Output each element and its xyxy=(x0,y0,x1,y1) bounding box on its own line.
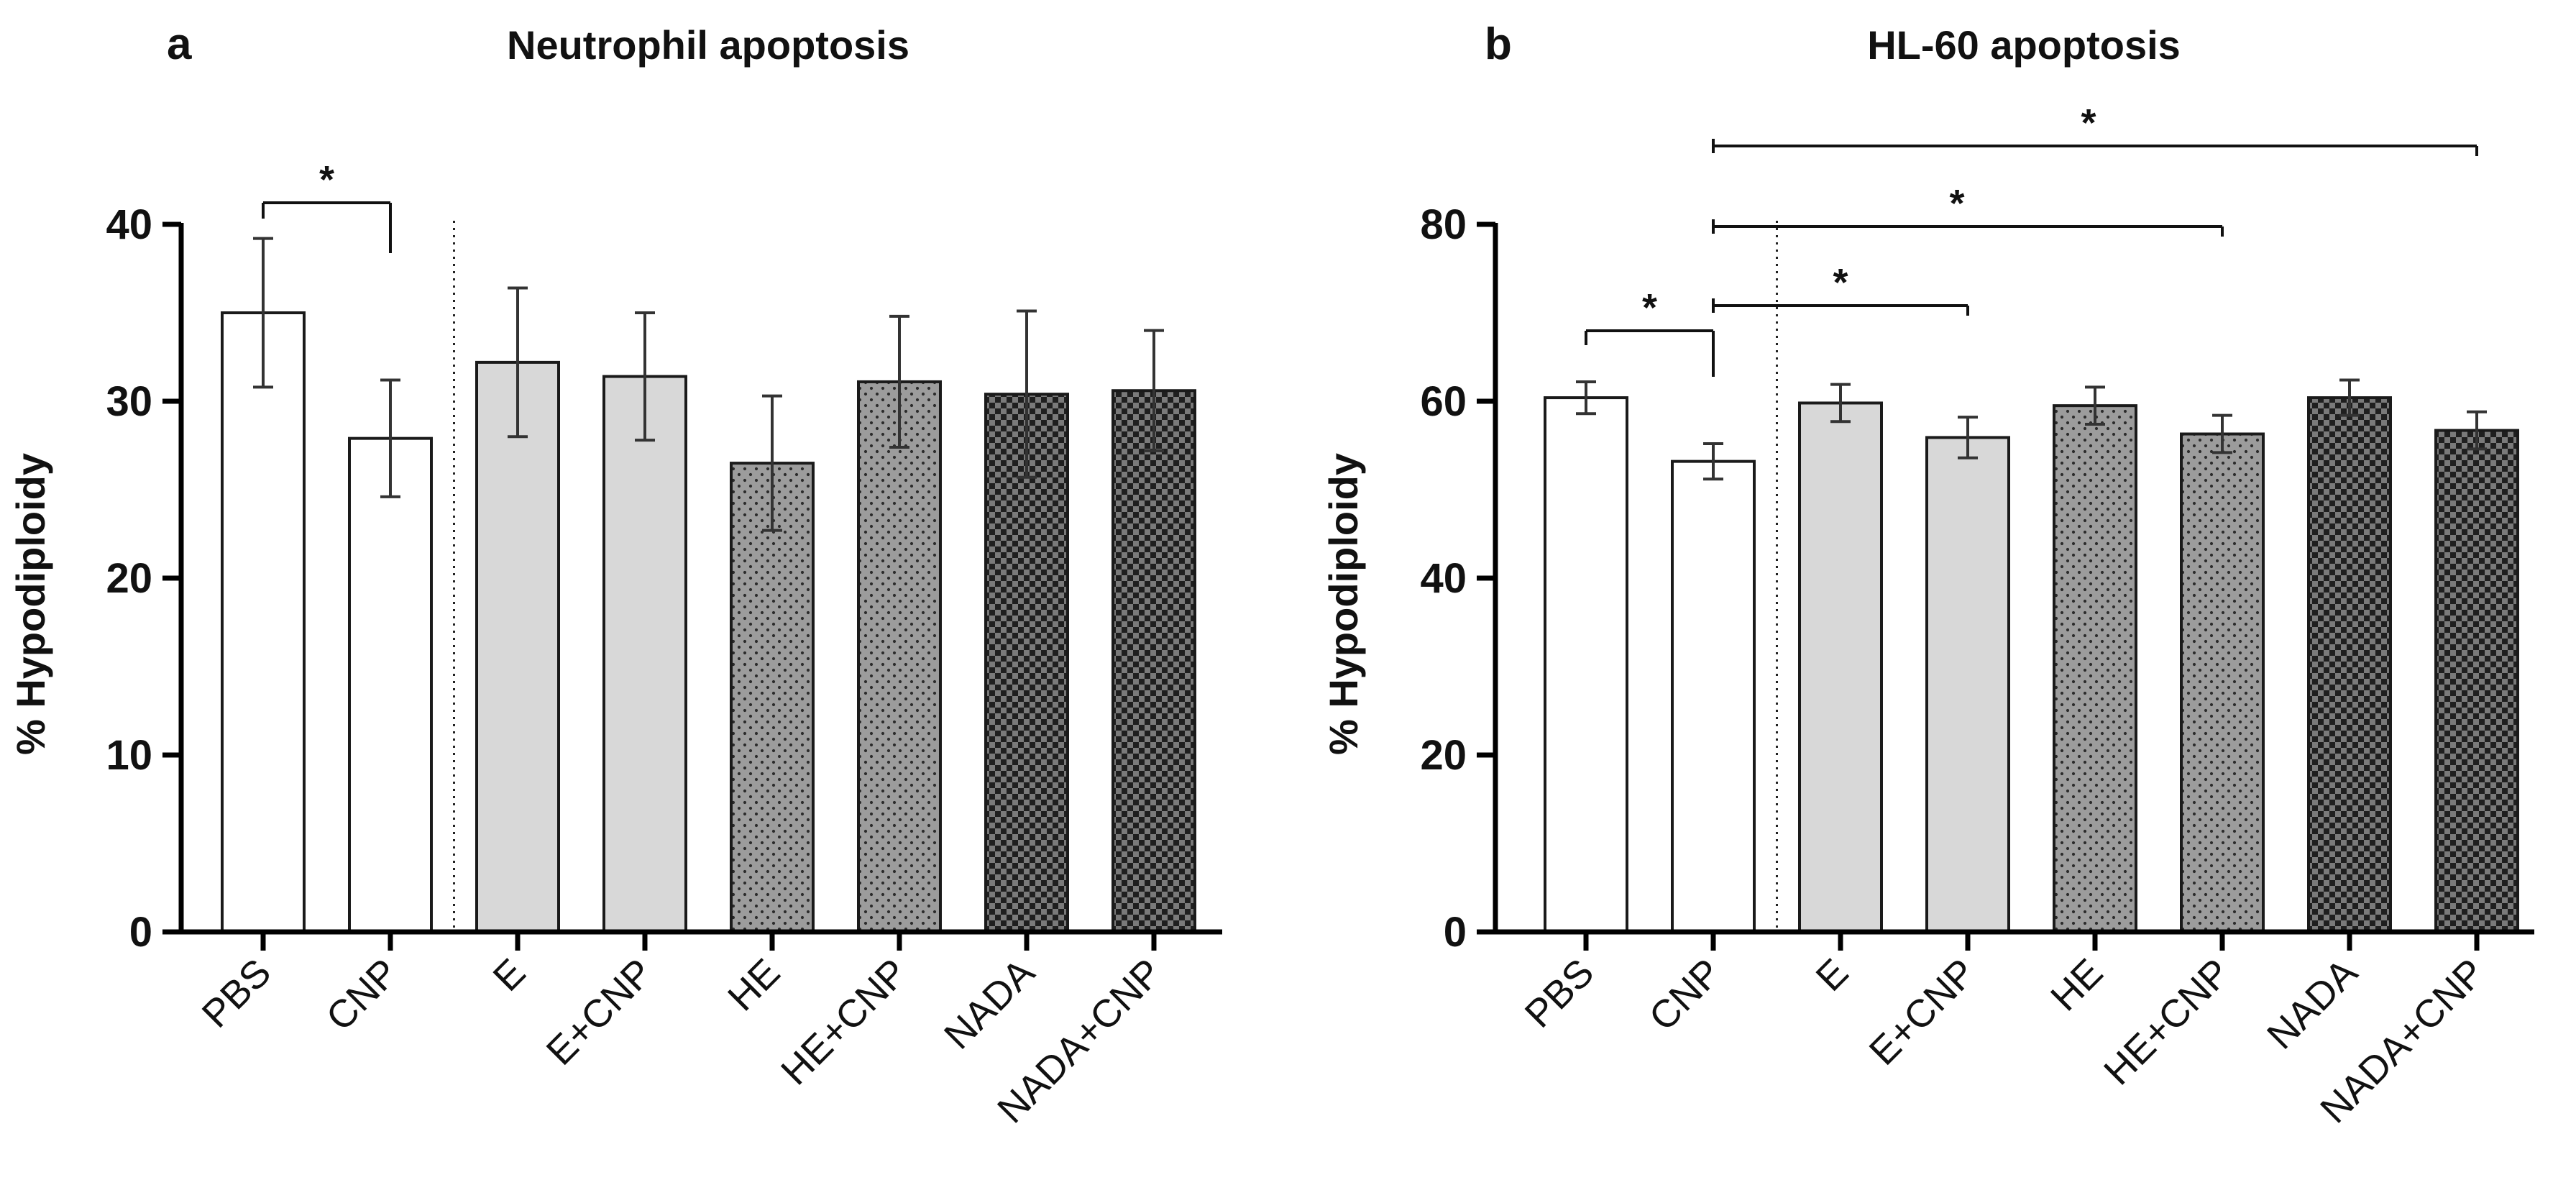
panel-a-bar-nada xyxy=(984,393,1069,933)
panel-a-error-bar-e-plus-cnp xyxy=(635,311,655,442)
panel-a-x-tick-label-cnp: CNP xyxy=(318,951,406,1039)
panel-a-error-bar-nada xyxy=(1017,309,1037,479)
panel-b-y-tick-label-0: 0 xyxy=(1444,909,1467,956)
panel-a-x-tick-label-e-plus-cnp: E+CNP xyxy=(538,951,661,1074)
panel-b-significance-cnp-vs-he-plus-cnp-label: * xyxy=(1949,182,1964,225)
panel-b-error-bar-pbs xyxy=(1576,380,1596,416)
panel-a-bar-he xyxy=(730,462,815,933)
panel-a-y-tick-label-40: 40 xyxy=(106,201,152,248)
panel-a-bar-pbs xyxy=(221,311,306,933)
panel-a-y-tick-label-10: 10 xyxy=(106,732,152,779)
panel-a-x-tick-label-he-plus-cnp: HE+CNP xyxy=(773,951,915,1093)
panel-a-significance-pbs-vs-cnp-label: * xyxy=(319,158,334,201)
panel-a-x-tick-label-pbs: PBS xyxy=(194,951,280,1036)
panel-b-bar-cnp xyxy=(1671,459,1756,933)
panel-a-error-bar-he xyxy=(762,394,782,532)
panel-b-x-tick-label-nada: NADA xyxy=(2259,951,2366,1058)
panel-b-significance-cnp-vs-nada-plus-cnp-label: * xyxy=(2081,101,2096,145)
panel-a-bar-nada-plus-cnp xyxy=(1111,389,1196,933)
panel-b-significance-cnp-vs-e-plus-cnp xyxy=(1712,298,1969,316)
panel-b-error-bar-e xyxy=(1830,383,1851,424)
panel-a-error-bar-pbs xyxy=(253,237,273,389)
panel-b-letter: b xyxy=(1485,19,1512,69)
panel-b-y-tick-label-60: 60 xyxy=(1420,378,1467,425)
panel-b-error-bar-he xyxy=(2085,385,2105,426)
panel-a-x-tick-label-e: E xyxy=(485,951,534,1000)
panel-b-title: HL-60 apoptosis xyxy=(1867,22,2181,68)
panel-b-significance-cnp-vs-nada-plus-cnp xyxy=(1712,139,2478,156)
panel-b-x-tick-label-e-plus-cnp: E+CNP xyxy=(1861,951,1984,1074)
panel-b-significance-pbs-vs-cnp xyxy=(1585,329,1715,377)
panel-b-bar-he-plus-cnp xyxy=(2180,432,2265,933)
panel-a-bar-e xyxy=(475,360,560,933)
panel-b-y-axis-label: % Hypodiploidy xyxy=(1321,453,1366,755)
panel-a-error-bar-he-plus-cnp xyxy=(889,314,909,449)
panel-a-letter: a xyxy=(167,19,192,69)
panel-a-y-tick-label-30: 30 xyxy=(106,378,152,425)
panel-a-bar-cnp xyxy=(348,436,433,933)
panel-b-x-tick-label-he-plus-cnp: HE+CNP xyxy=(2096,951,2238,1093)
panel-b-error-bar-nada-plus-cnp xyxy=(2467,410,2487,451)
panel-b-y-tick-label-20: 20 xyxy=(1420,732,1467,779)
panel-a-y-tick-label-20: 20 xyxy=(106,555,152,602)
panel-a-y-tick-label-0: 0 xyxy=(129,909,152,956)
panel-b-significance-cnp-vs-he-plus-cnp xyxy=(1712,219,2224,237)
panel-b-error-bar-nada xyxy=(2339,378,2360,417)
panel-a-error-bar-cnp xyxy=(380,378,400,498)
panel-a-bar-e-plus-cnp xyxy=(602,375,687,933)
panel-b-error-bar-cnp xyxy=(1703,442,1723,481)
panel-a-x-tick-label-he: HE xyxy=(720,951,788,1019)
panel-a-x-tick-label-nada: NADA xyxy=(936,951,1043,1058)
panel-b-x-tick-label-cnp: CNP xyxy=(1641,951,1729,1039)
panel-a-bar-he-plus-cnp xyxy=(857,380,942,933)
panel-b-x-tick-label-pbs: PBS xyxy=(1517,951,1603,1036)
panel-b-y-tick-label-40: 40 xyxy=(1420,555,1467,602)
panel-b-bar-pbs xyxy=(1544,396,1628,933)
panel-a-error-bar-e xyxy=(508,286,528,439)
panel-a-y-axis-label: % Hypodiploidy xyxy=(8,453,53,755)
panel-b-significance-pbs-vs-cnp-label: * xyxy=(1642,286,1657,329)
panel-a-error-bar-nada-plus-cnp xyxy=(1144,329,1164,452)
panel-b-bar-e xyxy=(1798,401,1883,933)
panel-b-bar-nada xyxy=(2307,396,2392,933)
panel-a: a Neutrophil apoptosis % Hypodiploidy 0 1… xyxy=(8,19,1222,1131)
panel-b-y-tick-label-80: 80 xyxy=(1420,201,1467,248)
panel-b-bar-e-plus-cnp xyxy=(1925,436,2010,933)
panel-b-significance-cnp-vs-e-plus-cnp-label: * xyxy=(1833,261,1848,304)
panel-b-bar-he xyxy=(2053,404,2137,933)
panel-b-error-bar-he-plus-cnp xyxy=(2212,413,2232,454)
panel-b-x-tick-label-e: E xyxy=(1808,951,1857,1000)
panel-b: b HL-60 apoptosis % Hypodiploidy 0 20 40 60… xyxy=(1321,19,2534,1131)
panel-b-error-bar-e-plus-cnp xyxy=(1958,416,1978,459)
panel-a-title: Neutrophil apoptosis xyxy=(507,22,909,68)
panel-a-significance-pbs-vs-cnp xyxy=(262,201,392,253)
panel-b-x-tick-label-he: HE xyxy=(2043,951,2111,1019)
panel-b-bar-nada-plus-cnp xyxy=(2434,429,2519,933)
